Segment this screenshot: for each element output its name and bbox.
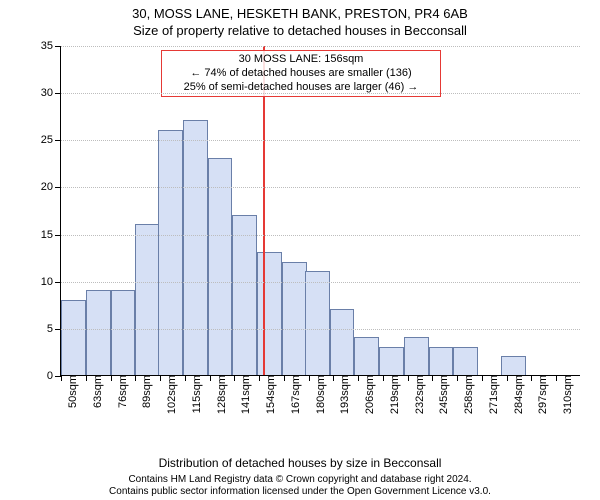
x-tick-label: 63sqm (90, 375, 104, 408)
y-tick-label: 5 (47, 323, 61, 335)
x-tick-label: 89sqm (139, 375, 153, 408)
grid-line (61, 93, 580, 94)
x-tick (457, 375, 458, 381)
x-tick (284, 375, 285, 381)
reference-info-box: 30 MOSS LANE: 156sqm ← 74% of detached h… (161, 50, 441, 97)
x-tick-label: 193sqm (337, 375, 351, 414)
histogram-bar (330, 309, 355, 375)
histogram-bar (111, 290, 136, 375)
x-tick-label: 297sqm (535, 375, 549, 414)
x-tick-label: 206sqm (362, 375, 376, 414)
x-tick-label: 310sqm (560, 375, 574, 414)
footer-line1: Contains HM Land Registry data © Crown c… (0, 474, 600, 486)
x-tick (185, 375, 186, 381)
y-tick-label: 35 (41, 40, 61, 52)
grid-line (61, 282, 580, 283)
x-tick (482, 375, 483, 381)
x-tick (507, 375, 508, 381)
y-tick-label: 20 (41, 181, 61, 193)
histogram-bar (429, 347, 454, 375)
x-tick (86, 375, 87, 381)
title-subtitle: Size of property relative to detached ho… (0, 21, 600, 38)
x-tick-label: 284sqm (511, 375, 525, 414)
grid-line (61, 140, 580, 141)
grid-line (61, 329, 580, 330)
x-tick-label: 245sqm (436, 375, 450, 414)
histogram-bar (354, 337, 379, 375)
x-tick-label: 102sqm (164, 375, 178, 414)
histogram-bar (404, 337, 429, 375)
histogram-bar (61, 300, 86, 375)
x-tick-label: 115sqm (189, 375, 203, 413)
histogram-bar (282, 262, 307, 375)
x-tick-label: 219sqm (387, 375, 401, 414)
histogram-bar (453, 347, 478, 375)
x-tick (333, 375, 334, 381)
histogram-bar (232, 215, 257, 375)
histogram-bar (86, 290, 111, 375)
x-tick (408, 375, 409, 381)
x-tick-label: 271sqm (486, 375, 500, 414)
x-tick-label: 258sqm (461, 375, 475, 414)
x-tick-label: 76sqm (115, 375, 129, 408)
info-box-line2: ← 74% of detached houses are smaller (13… (168, 67, 434, 81)
x-tick (210, 375, 211, 381)
x-tick (309, 375, 310, 381)
y-tick-label: 30 (41, 87, 61, 99)
x-tick (234, 375, 235, 381)
y-tick-label: 10 (41, 276, 61, 288)
x-tick-label: 232sqm (412, 375, 426, 414)
x-tick (259, 375, 260, 381)
x-tick-label: 128sqm (214, 375, 228, 414)
x-tick (160, 375, 161, 381)
x-tick (61, 375, 62, 381)
x-tick (135, 375, 136, 381)
histogram-bar (208, 158, 233, 375)
footer-line2: Contains public sector information licen… (0, 486, 600, 498)
x-tick (531, 375, 532, 381)
histogram-bar (379, 347, 404, 375)
x-tick (111, 375, 112, 381)
histogram-bar (257, 252, 282, 375)
x-axis-title: Distribution of detached houses by size … (0, 456, 600, 470)
x-tick-label: 154sqm (263, 375, 277, 414)
x-tick-label: 141sqm (238, 375, 252, 414)
grid-line (61, 187, 580, 188)
grid-line (61, 235, 580, 236)
histogram-bar (158, 130, 183, 375)
histogram-bar (183, 120, 208, 375)
y-tick-label: 25 (41, 134, 61, 146)
footer-attribution: Contains HM Land Registry data © Crown c… (0, 474, 600, 498)
histogram-bar (305, 271, 330, 375)
x-tick-label: 167sqm (288, 375, 302, 414)
x-tick-label: 180sqm (313, 375, 327, 414)
x-tick (556, 375, 557, 381)
plot-area: 30 MOSS LANE: 156sqm ← 74% of detached h… (60, 46, 580, 376)
histogram-chart: 30 MOSS LANE: 156sqm ← 74% of detached h… (60, 46, 580, 416)
y-tick-label: 0 (47, 370, 61, 382)
x-tick (358, 375, 359, 381)
info-box-line1: 30 MOSS LANE: 156sqm (168, 53, 434, 67)
x-tick (383, 375, 384, 381)
x-tick-label: 50sqm (65, 375, 79, 408)
title-address: 30, MOSS LANE, HESKETH BANK, PRESTON, PR… (0, 0, 600, 21)
y-tick-label: 15 (41, 229, 61, 241)
x-tick (432, 375, 433, 381)
histogram-bar (135, 224, 160, 375)
histogram-bar (501, 356, 526, 375)
grid-line (61, 46, 580, 47)
